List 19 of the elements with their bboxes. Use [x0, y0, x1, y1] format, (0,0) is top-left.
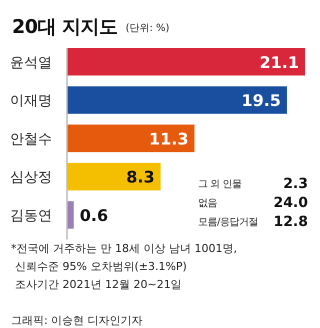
data-label: 8.3 — [126, 168, 155, 187]
text: 신뢰수준 95% 오차범위(±3.1%P) — [15, 260, 187, 273]
y-tick-label: 안철수 — [10, 131, 52, 148]
chart-subtitle: (단위: %) — [126, 23, 170, 34]
data-label: 19.5 — [241, 91, 281, 110]
data-label: 0.6 — [80, 206, 108, 225]
y-tick-label: 윤석열 — [10, 54, 52, 71]
data-label: 21.1 — [260, 52, 299, 72]
text: 모름/응답거절 12.8 — [198, 214, 308, 230]
y-tick-label: 심상정 — [10, 170, 52, 186]
data-label: 11.3 — [148, 129, 188, 148]
text: 그래픽: 이승현 디자인기자 — [11, 314, 143, 327]
text: 그 외 인물 2.3 — [198, 176, 308, 192]
y-tick-label: 이재명 — [10, 93, 52, 110]
text: 조사기간 2021년 12월 20~21일 — [15, 278, 182, 291]
chart-title: 20대 지지도 — [12, 16, 118, 38]
text: 없음 24.0 — [198, 195, 308, 211]
text: *전국에 거주하는 만 18세 이상 남녀 1001명, — [11, 242, 237, 255]
y-tick-label: 김동연 — [10, 208, 52, 224]
